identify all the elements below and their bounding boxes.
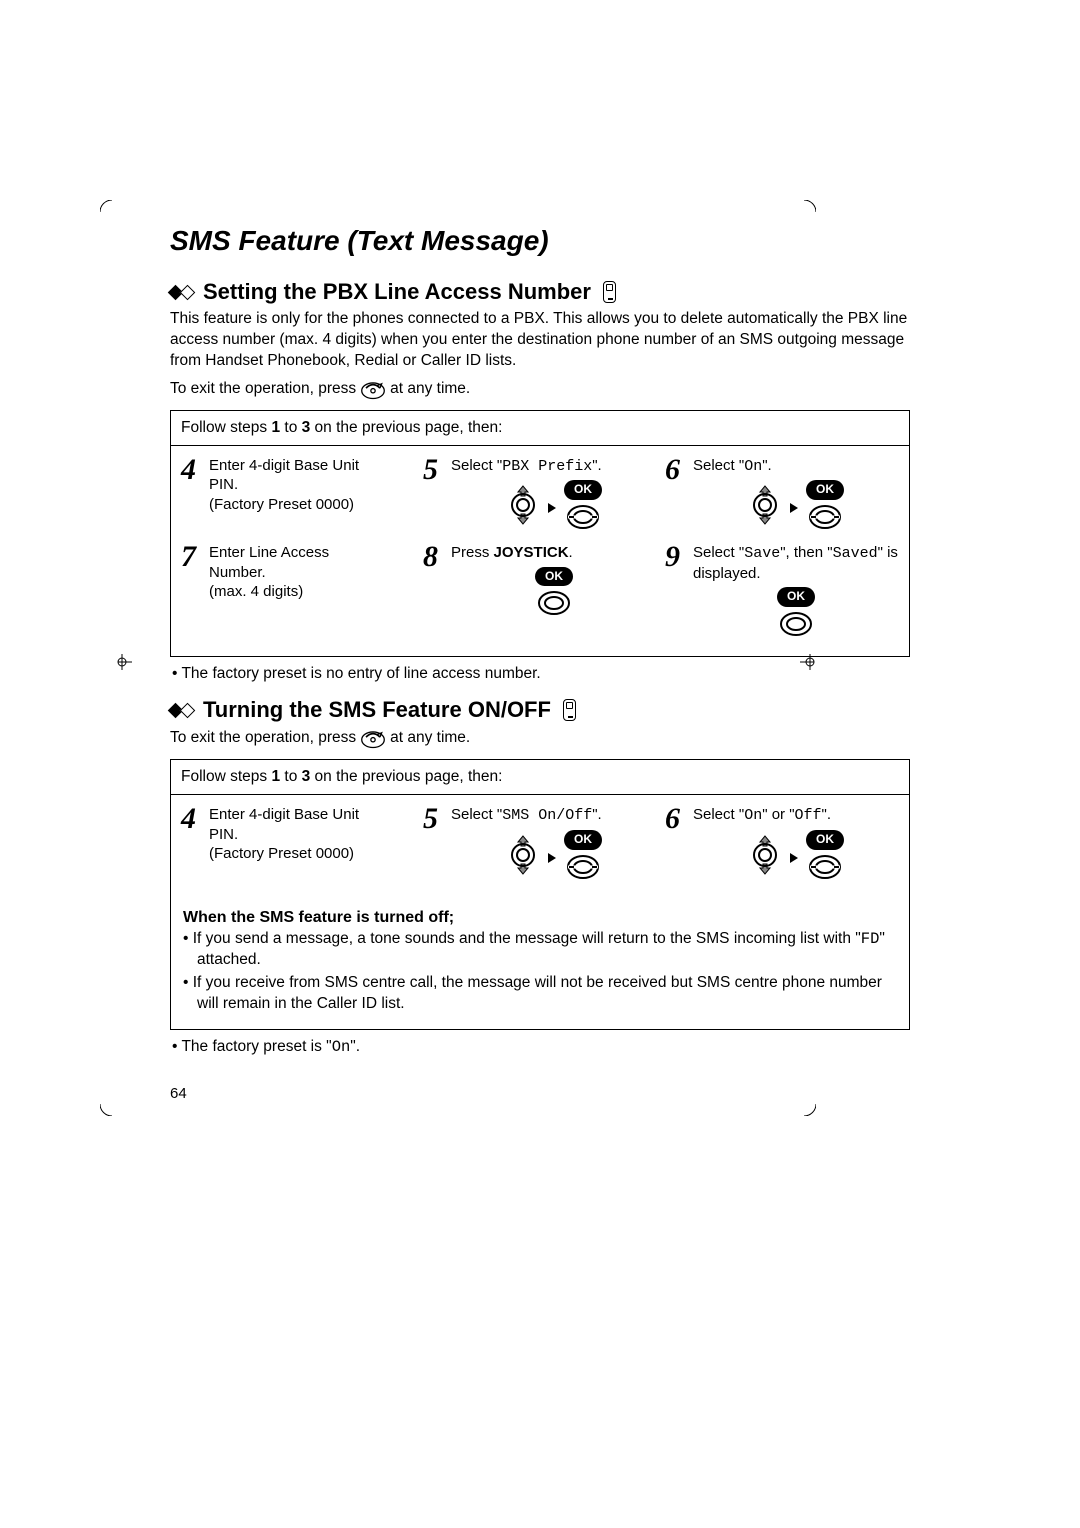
crop-mark-icon xyxy=(796,1096,816,1116)
joystick-icon xyxy=(506,834,540,882)
section-heading-text: Setting the PBX Line Access Number xyxy=(203,279,591,305)
joystick-center-icon xyxy=(537,590,571,622)
step-4: 4 Enter 4-digit Base Unit PIN. (Factory … xyxy=(177,452,419,540)
step-9: 9 Select "Save", then "Saved" is display… xyxy=(661,539,903,646)
step-8: 8 Press JOYSTICK. OK xyxy=(419,539,661,646)
crop-mark-icon xyxy=(796,200,816,220)
handset-icon xyxy=(603,281,616,303)
step-4: 4 Enter 4-digit Base Unit PIN. (Factory … xyxy=(177,801,419,889)
ok-badge: OK xyxy=(564,830,602,850)
sms-off-notes: If you send a message, a tone sounds and… xyxy=(171,929,909,1029)
steps-box: Follow steps 1 to 3 on the previous page… xyxy=(170,759,910,1029)
joystick-icon xyxy=(748,484,782,532)
ok-badge: OK xyxy=(535,567,573,587)
manual-page: SMS Feature (Text Message) Setting the P… xyxy=(170,225,910,1070)
diamond-bullet-icon xyxy=(170,287,193,298)
exit-instruction: To exit the operation, press at any time… xyxy=(170,378,910,400)
softkey-icon xyxy=(566,504,600,536)
off-button-icon xyxy=(360,727,386,749)
diamond-bullet-icon xyxy=(170,705,193,716)
arrow-right-icon xyxy=(790,853,798,863)
steps-box: Follow steps 1 to 3 on the previous page… xyxy=(170,410,910,658)
crop-mark-icon xyxy=(112,652,132,672)
arrow-right-icon xyxy=(548,503,556,513)
steps-box-header: Follow steps 1 to 3 on the previous page… xyxy=(171,760,909,795)
joystick-icon xyxy=(748,834,782,882)
exit-instruction: To exit the operation, press at any time… xyxy=(170,727,910,749)
ok-badge: OK xyxy=(564,480,602,500)
step-5: 5 Select "SMS On/Off". OK xyxy=(419,801,661,889)
step-6: 6 Select "On". OK xyxy=(661,452,903,540)
page-title: SMS Feature (Text Message) xyxy=(170,225,910,257)
arrow-right-icon xyxy=(548,853,556,863)
sms-off-heading: When the SMS feature is turned off; xyxy=(171,899,909,929)
section-heading: Turning the SMS Feature ON/OFF xyxy=(170,697,910,723)
arrow-right-icon xyxy=(790,503,798,513)
softkey-icon xyxy=(808,854,842,886)
crop-mark-icon xyxy=(100,200,120,220)
section-heading: Setting the PBX Line Access Number xyxy=(170,279,910,305)
softkey-icon xyxy=(566,854,600,886)
softkey-icon xyxy=(808,504,842,536)
factory-preset-note: The factory preset is "On". xyxy=(172,1038,910,1056)
joystick-icon xyxy=(506,484,540,532)
ok-badge: OK xyxy=(806,830,844,850)
section-heading-text: Turning the SMS Feature ON/OFF xyxy=(203,697,551,723)
steps-box-header: Follow steps 1 to 3 on the previous page… xyxy=(171,411,909,446)
off-button-icon xyxy=(360,378,386,400)
ok-badge: OK xyxy=(806,480,844,500)
crop-mark-icon xyxy=(100,1096,120,1116)
ok-badge: OK xyxy=(777,587,815,607)
handset-icon xyxy=(563,699,576,721)
step-6: 6 Select "On" or "Off". OK xyxy=(661,801,903,889)
step-7: 7 Enter Line Access Number. (max. 4 digi… xyxy=(177,539,419,646)
step-5: 5 Select "PBX Prefix". OK xyxy=(419,452,661,540)
factory-preset-note: The factory preset is no entry of line a… xyxy=(172,665,910,683)
page-number: 64 xyxy=(170,1085,187,1102)
section-intro: This feature is only for the phones conn… xyxy=(170,309,910,372)
joystick-center-icon xyxy=(779,611,813,643)
